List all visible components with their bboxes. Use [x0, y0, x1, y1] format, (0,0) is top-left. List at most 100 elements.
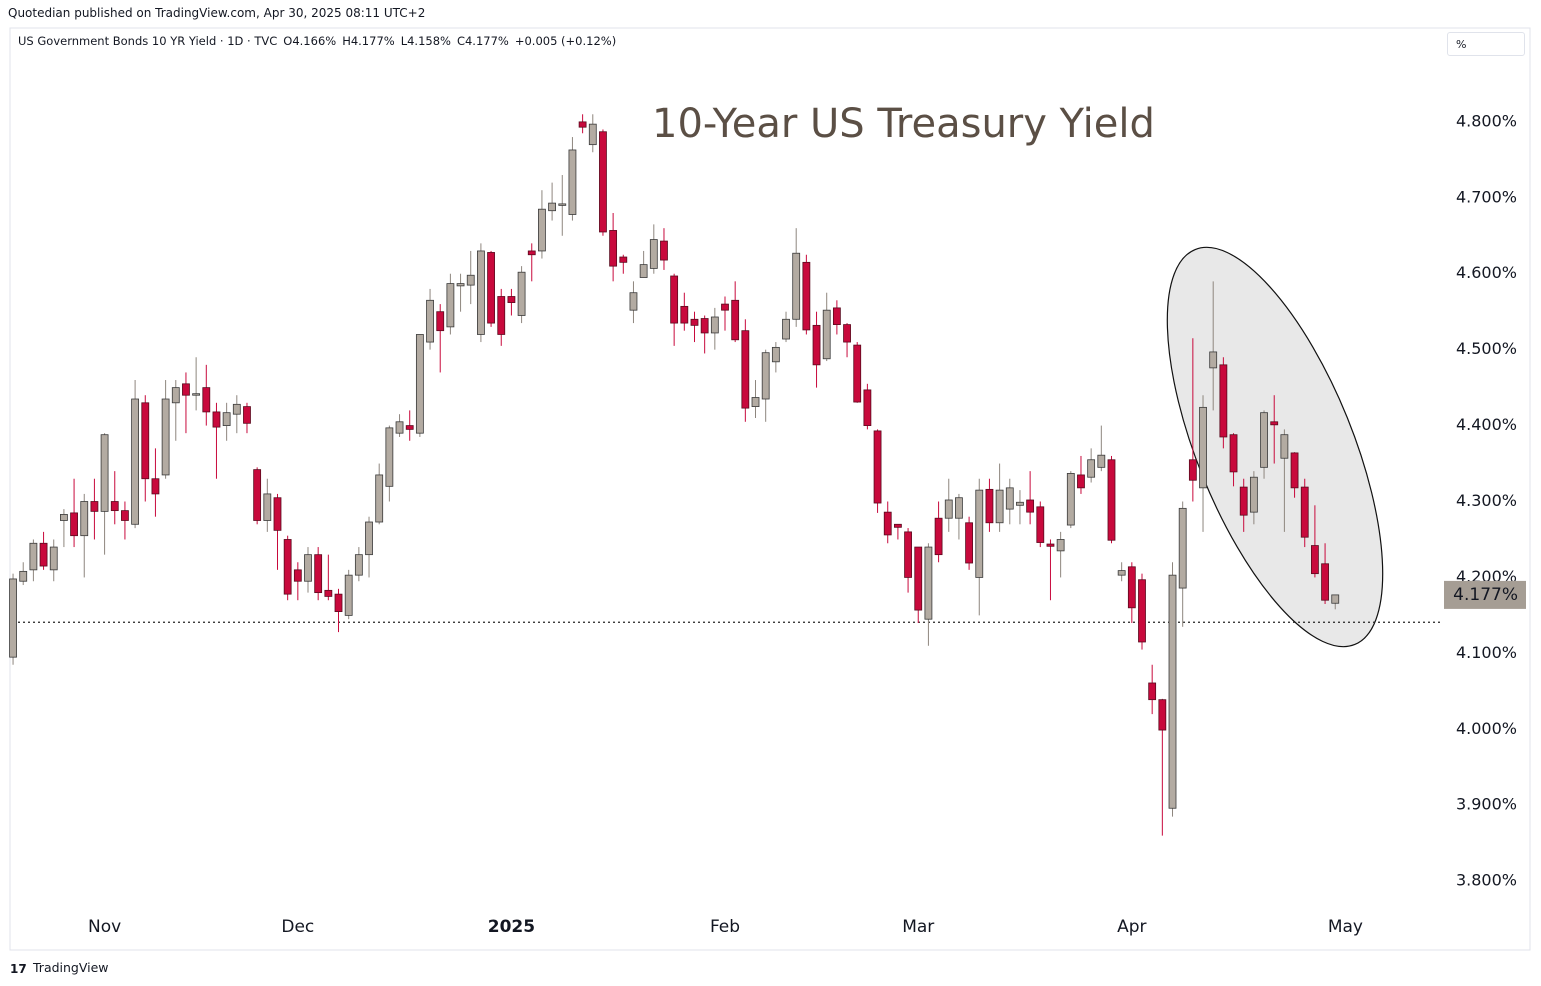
candle-body: [639, 264, 648, 278]
candle-body: [914, 546, 923, 611]
candle-body: [975, 489, 984, 578]
x-tick-label: May: [1328, 917, 1363, 937]
y-tick-label: 4.400%: [1456, 415, 1517, 434]
candle-body: [1199, 406, 1207, 489]
candle-body: [741, 330, 750, 409]
x-tick-label: Dec: [281, 917, 314, 937]
candle-body: [1016, 501, 1024, 506]
candle-body: [761, 352, 770, 400]
candle-body: [680, 305, 689, 324]
symbol-legend: US Government Bonds 10 YR Yield · 1D · T…: [18, 34, 616, 48]
candle-body: [588, 123, 597, 146]
y-tick-label: 3.900%: [1456, 795, 1517, 814]
candle-body: [517, 271, 526, 316]
candle-body: [894, 523, 902, 528]
candle-body: [131, 398, 139, 525]
candle-body: [1188, 459, 1197, 481]
candle-body: [487, 252, 495, 324]
candle-body: [995, 489, 1004, 524]
candle-body: [792, 252, 801, 320]
candle-body: [843, 324, 851, 343]
candle-body: [100, 434, 109, 512]
candle-body: [883, 511, 892, 536]
candle-body: [39, 542, 48, 567]
candle-body: [375, 474, 384, 523]
candle-body: [1300, 486, 1309, 538]
candle-body: [151, 478, 160, 495]
candle-body: [334, 593, 343, 613]
candle-body: [354, 554, 363, 576]
y-tick-label: 4.800%: [1456, 111, 1517, 130]
candle-body: [832, 307, 841, 325]
candle-body: [1138, 579, 1146, 643]
candle-body: [944, 499, 953, 519]
ohlc-value: C4.177%: [456, 34, 509, 48]
y-tick-label: 4.300%: [1456, 491, 1517, 510]
candle-body: [853, 344, 862, 403]
candle-body: [405, 425, 414, 430]
candle-body: [700, 318, 709, 334]
candle-body: [812, 324, 821, 366]
x-tick-label: Mar: [902, 917, 934, 937]
ohlc-value: O4.166%: [283, 34, 337, 48]
ohlc-value: H4.177%: [342, 34, 395, 48]
candle-body: [1270, 421, 1279, 426]
candle-body: [1331, 594, 1340, 604]
x-tick-label: Feb: [710, 917, 740, 937]
logo-icon: 17: [10, 962, 27, 976]
candle-body: [29, 542, 38, 571]
candle-body: [90, 501, 99, 512]
y-tick-label: 4.000%: [1456, 719, 1517, 738]
publisher-note: Quotedian published on TradingView.com, …: [8, 6, 426, 20]
candle-body: [49, 546, 58, 571]
candle-body: [1046, 543, 1055, 547]
candle-body: [477, 250, 485, 335]
candle-body: [1117, 570, 1126, 576]
ohlc-change: +0.005 (+0.12%): [514, 34, 617, 48]
candle-body: [344, 574, 353, 616]
candle-body: [395, 421, 404, 434]
candle-body: [1168, 574, 1177, 809]
candle-body: [243, 406, 251, 424]
candle-body: [171, 387, 180, 404]
candle-body: [253, 469, 262, 521]
symbol-name: US Government Bonds 10 YR Yield · 1D · T…: [18, 34, 278, 48]
candle-body: [324, 589, 333, 597]
candle-body: [212, 411, 221, 428]
unit-box[interactable]: %: [1447, 32, 1525, 56]
candle-body: [1036, 506, 1045, 543]
candle-body: [1127, 566, 1136, 609]
candle-body: [1077, 474, 1085, 489]
candle-body: [273, 497, 282, 531]
candle-body: [690, 318, 699, 326]
candle-body: [161, 398, 170, 476]
candle-body: [141, 402, 150, 480]
candle-body: [232, 403, 241, 415]
candle-body: [619, 256, 628, 263]
candle-body: [1178, 507, 1187, 589]
last-price-box: [1444, 580, 1526, 609]
candle-body: [121, 510, 129, 521]
candle-body: [304, 554, 312, 582]
candle-body: [1158, 699, 1167, 731]
y-tick-label: 4.100%: [1456, 643, 1517, 662]
ohlc-value: L4.158%: [400, 34, 451, 48]
candle-body: [904, 531, 912, 578]
candle-body: [283, 539, 292, 595]
candle-body: [670, 275, 679, 324]
candle-body: [497, 296, 506, 335]
candle-body: [1209, 351, 1218, 369]
candle-body: [1311, 545, 1319, 575]
candle-body: [365, 521, 373, 556]
candle-body: [558, 203, 567, 206]
y-tick-label: 4.600%: [1456, 263, 1517, 282]
candle-body: [1321, 563, 1329, 601]
candle-body: [110, 501, 119, 512]
candle-body: [1107, 459, 1116, 541]
candle-body: [599, 131, 607, 233]
x-tick-label: Apr: [1117, 917, 1146, 937]
candle-body: [507, 296, 516, 303]
candle-body: [965, 522, 973, 564]
